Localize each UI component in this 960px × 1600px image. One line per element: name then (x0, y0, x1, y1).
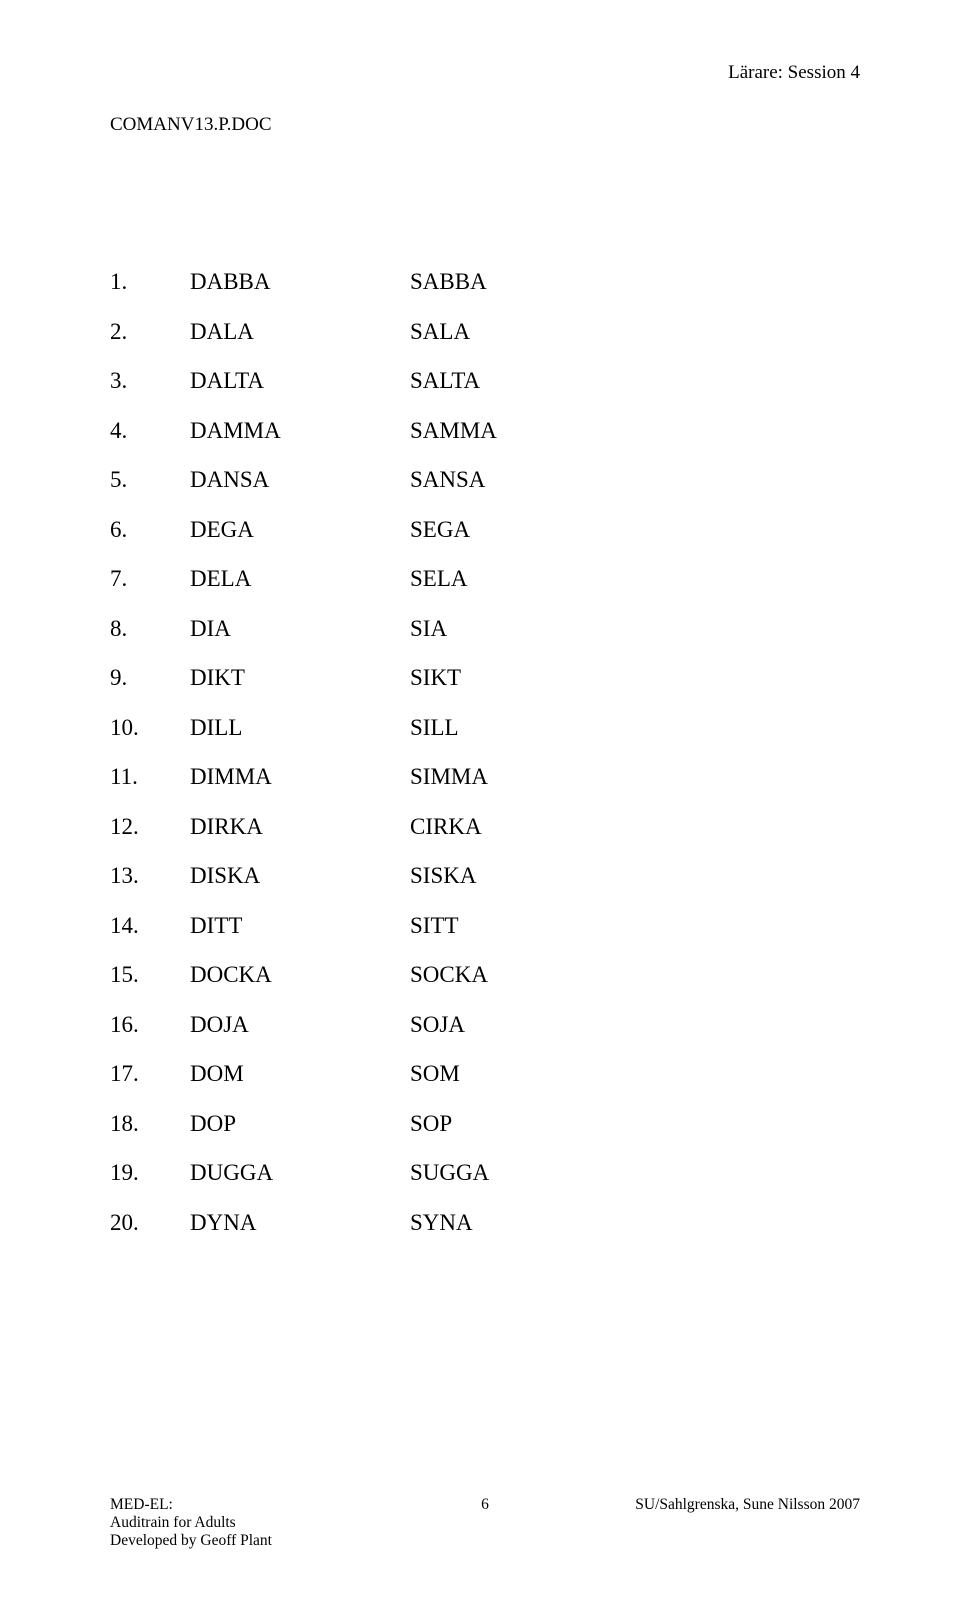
row-number: 10. (110, 716, 190, 739)
row-word-a: DIRKA (190, 815, 410, 838)
row-word-b: SEGA (410, 518, 470, 541)
row-word-a: DISKA (190, 864, 410, 887)
list-row: 7. DELA SELA (110, 567, 497, 590)
header-right: Lärare: Session 4 (728, 62, 860, 84)
row-word-b: SOM (410, 1062, 460, 1085)
row-word-a: DYNA (190, 1211, 410, 1234)
row-number: 2. (110, 320, 190, 343)
header-left: COMANV13.P.DOC (110, 114, 272, 136)
row-word-a: DOCKA (190, 963, 410, 986)
word-list: 1. DABBA SABBA 2. DALA SALA 3. DALTA SAL… (110, 270, 497, 1260)
list-row: 19. DUGGA SUGGA (110, 1161, 497, 1184)
row-word-b: SIMMA (410, 765, 488, 788)
row-word-b: SOCKA (410, 963, 488, 986)
row-word-b: SALTA (410, 369, 480, 392)
row-word-a: DAMMA (190, 419, 410, 442)
row-word-b: SOP (410, 1112, 452, 1135)
row-word-a: DIA (190, 617, 410, 640)
row-number: 17. (110, 1062, 190, 1085)
list-row: 1. DABBA SABBA (110, 270, 497, 293)
row-number: 8. (110, 617, 190, 640)
list-row: 11. DIMMA SIMMA (110, 765, 497, 788)
list-row: 5. DANSA SANSA (110, 468, 497, 491)
row-number: 13. (110, 864, 190, 887)
row-word-a: DALA (190, 320, 410, 343)
list-row: 14. DITT SITT (110, 914, 497, 937)
row-number: 18. (110, 1112, 190, 1135)
row-number: 14. (110, 914, 190, 937)
list-row: 6. DEGA SEGA (110, 518, 497, 541)
row-word-b: SAMMA (410, 419, 497, 442)
row-word-a: DIKT (190, 666, 410, 689)
row-word-a: DIMMA (190, 765, 410, 788)
row-number: 12. (110, 815, 190, 838)
footer-left-line1: MED-EL: (110, 1496, 173, 1514)
row-word-b: SILL (410, 716, 459, 739)
footer: MED-EL: 6 SU/Sahlgrenska, Sune Nilsson 2… (110, 1496, 860, 1550)
row-word-a: DOM (190, 1062, 410, 1085)
row-number: 6. (110, 518, 190, 541)
row-word-a: DUGGA (190, 1161, 410, 1184)
footer-left-line2: Auditrain for Adults (110, 1514, 860, 1532)
list-row: 20. DYNA SYNA (110, 1211, 497, 1234)
row-word-b: SISKA (410, 864, 476, 887)
row-word-b: SABBA (410, 270, 487, 293)
list-row: 2. DALA SALA (110, 320, 497, 343)
row-word-b: SYNA (410, 1211, 473, 1234)
list-row: 15. DOCKA SOCKA (110, 963, 497, 986)
row-word-a: DOP (190, 1112, 410, 1135)
row-word-a: DANSA (190, 468, 410, 491)
list-row: 3. DALTA SALTA (110, 369, 497, 392)
row-number: 5. (110, 468, 190, 491)
list-row: 17. DOM SOM (110, 1062, 497, 1085)
row-number: 11. (110, 765, 190, 788)
footer-left: MED-EL: (110, 1496, 173, 1514)
row-number: 16. (110, 1013, 190, 1036)
row-number: 15. (110, 963, 190, 986)
row-word-b: SOJA (410, 1013, 465, 1036)
row-word-a: DILL (190, 716, 410, 739)
row-number: 20. (110, 1211, 190, 1234)
row-word-a: DELA (190, 567, 410, 590)
row-number: 4. (110, 419, 190, 442)
list-row: 9. DIKT SIKT (110, 666, 497, 689)
row-word-b: SELA (410, 567, 468, 590)
list-row: 18. DOP SOP (110, 1112, 497, 1135)
list-row: 12. DIRKA CIRKA (110, 815, 497, 838)
row-word-b: SUGGA (410, 1161, 489, 1184)
row-number: 1. (110, 270, 190, 293)
row-word-a: DALTA (190, 369, 410, 392)
footer-right: SU/Sahlgrenska, Sune Nilsson 2007 (635, 1496, 860, 1514)
row-number: 19. (110, 1161, 190, 1184)
row-word-b: SIKT (410, 666, 461, 689)
row-number: 3. (110, 369, 190, 392)
row-word-b: SITT (410, 914, 459, 937)
list-row: 4. DAMMA SAMMA (110, 419, 497, 442)
row-word-b: SALA (410, 320, 470, 343)
row-word-b: SANSA (410, 468, 485, 491)
row-number: 7. (110, 567, 190, 590)
row-word-a: DEGA (190, 518, 410, 541)
row-word-b: SIA (410, 617, 447, 640)
footer-left-line3: Developed by Geoff Plant (110, 1532, 860, 1550)
list-row: 10. DILL SILL (110, 716, 497, 739)
list-row: 8. DIA SIA (110, 617, 497, 640)
list-row: 13. DISKA SISKA (110, 864, 497, 887)
row-word-a: DITT (190, 914, 410, 937)
row-number: 9. (110, 666, 190, 689)
row-word-a: DOJA (190, 1013, 410, 1036)
list-row: 16. DOJA SOJA (110, 1013, 497, 1036)
row-word-b: CIRKA (410, 815, 482, 838)
row-word-a: DABBA (190, 270, 410, 293)
